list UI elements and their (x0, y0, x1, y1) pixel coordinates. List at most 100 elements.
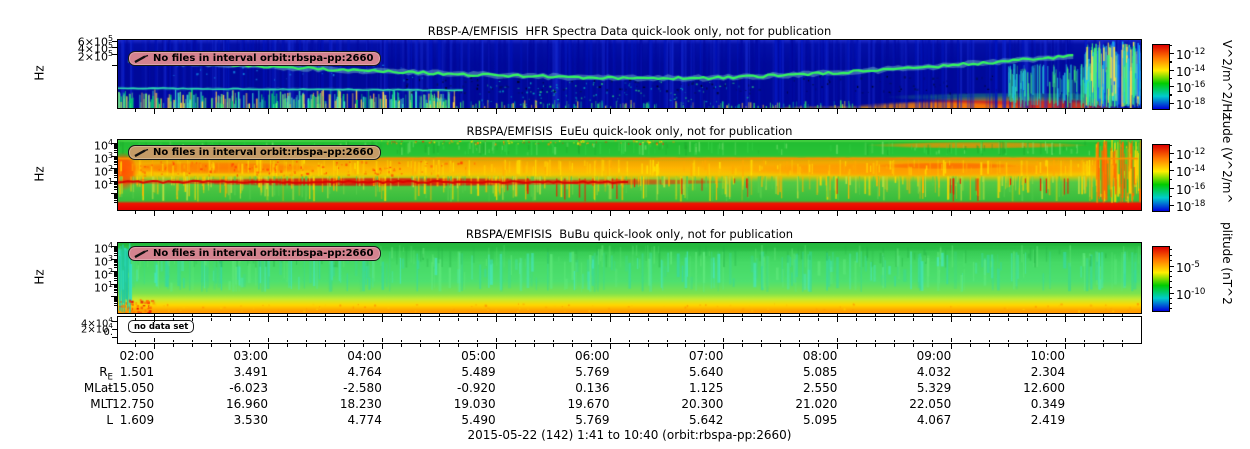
axis-tick (305, 339, 307, 342)
axis-tick (1169, 270, 1172, 272)
axis-tick (114, 199, 117, 201)
time-tick-label: 03:00 (233, 349, 268, 363)
axis-tick (229, 339, 231, 342)
minute-tick (400, 109, 402, 112)
axis-tick (114, 184, 117, 186)
minute-tick (476, 344, 478, 347)
minute-tick (628, 109, 630, 112)
minute-tick (970, 344, 972, 347)
minute-tick (932, 314, 934, 317)
axis-tick (799, 339, 801, 342)
minute-tick (229, 314, 231, 317)
colorbar-tick (1169, 204, 1174, 206)
minute-tick (704, 314, 706, 317)
minute-tick (818, 314, 820, 317)
ephemeris-cell: -6.023 (229, 381, 268, 395)
minute-tick (248, 344, 250, 347)
ephemeris-cell: 12.600 (1023, 381, 1066, 395)
axis-tick (114, 193, 117, 195)
minute-tick (1027, 344, 1029, 347)
panel1-ytick-label: 2×105 (77, 49, 113, 64)
minute-tick (989, 211, 991, 214)
axis-tick (114, 261, 117, 263)
axis-tick (114, 267, 117, 269)
hour-tick (1065, 109, 1067, 114)
axis-tick (419, 339, 421, 342)
ephemeris-cell: 5.769 (575, 365, 610, 379)
minute-tick (647, 109, 649, 112)
ephemeris-cell: 0.349 (1030, 397, 1066, 411)
axis-tick (647, 339, 649, 342)
axis-tick (989, 339, 991, 342)
axis-tick (1169, 249, 1172, 251)
axis-tick (114, 296, 117, 298)
axis-tick (154, 339, 156, 342)
buBu-colorbar-unit: plitude (nT^2 (1220, 222, 1234, 305)
hour-tick (609, 314, 611, 319)
axis-tick (114, 286, 117, 288)
hour-tick (495, 314, 497, 319)
ephemeris-cell: 4.032 (916, 365, 952, 379)
ephemeris-cell: 1.609 (119, 413, 155, 427)
axis-tick (970, 318, 972, 321)
minute-tick (1103, 211, 1105, 214)
axis-tick (114, 299, 117, 301)
axis-tick (267, 318, 269, 321)
minute-tick (1084, 211, 1086, 214)
minute-tick (1008, 344, 1010, 347)
hour-tick (837, 344, 839, 349)
axis-tick (114, 182, 117, 184)
axis-tick (1169, 259, 1172, 261)
axis-tick (1169, 196, 1172, 198)
axis-tick (114, 288, 117, 290)
axis-tick (1169, 144, 1172, 146)
ephemeris-cell: 5.640 (689, 365, 724, 379)
minute-tick (362, 344, 364, 347)
ephemeris-cell: 4.067 (916, 413, 952, 427)
axis-tick (111, 258, 117, 260)
hour-tick (837, 314, 839, 319)
minute-tick (875, 344, 877, 347)
axis-tick (324, 339, 326, 342)
axis-tick (381, 318, 383, 321)
panel3-ytick-label: 101 (93, 280, 113, 295)
colorbar1-tick-label: 10-18 (1176, 96, 1206, 112)
minute-tick (419, 344, 421, 347)
axis-tick (1169, 276, 1172, 278)
axis-tick (742, 318, 744, 321)
no-files-badge-3: No files in interval orbit:rbspa-pp:2660 (128, 246, 382, 261)
axis-tick (114, 162, 117, 164)
minute-tick (173, 314, 175, 317)
minute-tick (913, 314, 915, 317)
minute-tick (173, 109, 175, 112)
axis-tick (211, 339, 212, 342)
minute-tick (571, 314, 573, 317)
axis-tick (211, 318, 212, 321)
axis-tick (114, 247, 117, 249)
axis-tick (1027, 318, 1029, 321)
minute-tick (438, 211, 440, 214)
panel3-y-axis-label: Hz (32, 269, 47, 285)
axis-tick (114, 201, 117, 203)
axis-tick (1027, 339, 1029, 342)
axis-tick (1169, 195, 1172, 197)
minute-tick (173, 211, 175, 214)
axis-tick (248, 339, 250, 342)
minute-tick (343, 211, 345, 214)
axis-tick (114, 254, 117, 256)
colorbar2-tick-label: 10-14 (1176, 164, 1206, 180)
axis-tick (114, 259, 117, 261)
hour-tick (723, 344, 725, 349)
minute-tick (552, 109, 554, 112)
axis-tick (875, 318, 877, 321)
minute-tick (818, 211, 820, 214)
axis-tick (114, 170, 117, 172)
panel3-ytick-label: 102 (93, 267, 113, 282)
axis-tick (400, 339, 402, 342)
no-files-badge-2-text: No files in interval orbit:rbspa-pp:2660 (153, 147, 374, 158)
axis-tick (114, 304, 117, 306)
colorbar-tick (1169, 170, 1174, 172)
axis-tick (111, 143, 117, 144)
axis-tick (114, 301, 117, 303)
